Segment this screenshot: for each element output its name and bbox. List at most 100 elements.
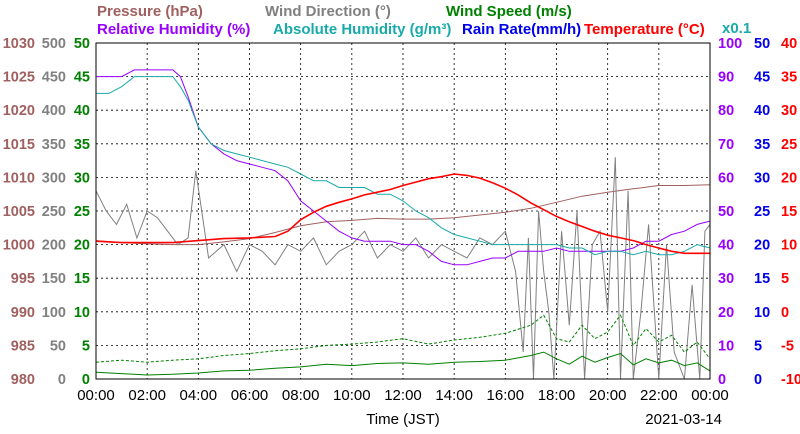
tick-wind_speed: 50 (74, 36, 90, 52)
tick-temperature: 15 (781, 204, 797, 220)
x-tick-label: 12:00 (384, 387, 422, 404)
tick-temperature: 0 (781, 305, 789, 321)
grid (96, 43, 710, 379)
series-line (96, 69, 711, 266)
x-tick-label: 10:00 (333, 387, 371, 404)
tick-humidity: 90 (718, 70, 734, 86)
tick-wind_dir: 500 (42, 36, 66, 52)
tick-temperature: -10 (781, 372, 800, 388)
tick-wind_speed: 20 (74, 238, 90, 254)
tick-rain: 15 (754, 271, 770, 287)
tick-rain: 25 (754, 204, 770, 220)
x-tick-label: 18:00 (538, 387, 576, 404)
tick-wind_dir: 0 (58, 372, 66, 388)
date-label: 2021-03-14 (645, 411, 722, 428)
tick-rain: 45 (754, 70, 770, 86)
tick-humidity: 30 (718, 271, 734, 287)
series-line (95, 351, 711, 376)
tick-wind_speed: 30 (74, 170, 90, 186)
legend-entry: Rain Rate(mm/h) (462, 21, 581, 38)
tick-humidity: 100 (718, 36, 742, 52)
tick-pressure: 985 (11, 338, 35, 354)
tick-pressure: 1000 (3, 238, 35, 254)
tick-rain: 0 (754, 372, 762, 388)
tick-humidity: 60 (718, 170, 734, 186)
legend-entry: Wind Speed (m/s) (446, 3, 572, 20)
tick-wind_dir: 50 (50, 338, 66, 354)
series-line (96, 76, 711, 256)
legend: Pressure (hPa) Wind Direction (°) Wind Spe… (97, 3, 751, 38)
x-tick-label: 08:00 (282, 387, 320, 404)
tick-temperature: 5 (781, 271, 789, 287)
tick-temperature: 30 (781, 103, 797, 119)
tick-humidity: 70 (718, 137, 734, 153)
x-tick-label: 00:00 (77, 387, 115, 404)
x-tick-label: 04:00 (180, 387, 218, 404)
tick-wind_speed: 5 (82, 338, 90, 354)
tick-wind_speed: 15 (74, 271, 90, 287)
legend-entry: Wind Direction (°) (265, 3, 391, 20)
tick-pressure: 1015 (3, 137, 35, 153)
tick-pressure: 990 (11, 305, 35, 321)
tick-temperature: -5 (781, 338, 794, 354)
tick-temperature: 40 (781, 36, 797, 52)
tick-pressure: 1020 (3, 103, 35, 119)
tick-pressure: 1030 (3, 36, 35, 52)
legend-entry: Absolute Humidity (g/m³) (273, 21, 451, 38)
tick-rain: 35 (754, 137, 770, 153)
tick-rain: 30 (754, 170, 770, 186)
tick-wind_speed: 10 (74, 305, 90, 321)
axis-labels: 1030102510201015101010051000995990985980… (3, 36, 800, 388)
tick-pressure: 995 (11, 271, 35, 287)
tick-rain: 50 (754, 36, 770, 52)
plot-frame (95, 42, 711, 380)
tick-pressure: 980 (11, 372, 35, 388)
tick-wind_dir: 100 (42, 305, 66, 321)
tick-wind_dir: 300 (42, 170, 66, 186)
tick-wind_dir: 400 (42, 103, 66, 119)
tick-wind_dir: 350 (42, 137, 66, 153)
tick-wind_dir: 450 (42, 70, 66, 86)
tick-temperature: 10 (781, 238, 797, 254)
tick-humidity: 40 (718, 238, 734, 254)
tick-wind_speed: 45 (74, 70, 90, 86)
rain-scale-note: x0.1 (722, 20, 751, 37)
tick-humidity: 20 (718, 305, 734, 321)
tick-humidity: 80 (718, 103, 734, 119)
legend-entry: Temperature (°C) (584, 21, 705, 38)
tick-humidity: 50 (718, 204, 734, 220)
series-line (95, 184, 711, 246)
tick-humidity: 0 (718, 372, 726, 388)
legend-entry: Pressure (hPa) (97, 3, 203, 20)
tick-wind_dir: 200 (42, 238, 66, 254)
x-tick-label: 20:00 (589, 387, 627, 404)
x-tick-label: 02:00 (128, 387, 166, 404)
tick-pressure: 1010 (3, 170, 35, 186)
legend-entry: Relative Humidity (%) (97, 21, 250, 38)
tick-wind_dir: 150 (42, 271, 66, 287)
tick-wind_speed: 35 (74, 137, 90, 153)
x-tick-label: 14:00 (435, 387, 473, 404)
series-line (95, 157, 711, 380)
tick-rain: 40 (754, 103, 770, 119)
tick-pressure: 1005 (3, 204, 35, 220)
tick-wind_speed: 40 (74, 103, 90, 119)
x-tick-label: 00:00 (691, 387, 729, 404)
tick-rain: 5 (754, 338, 762, 354)
tick-rain: 10 (754, 305, 770, 321)
x-tick-label: 06:00 (231, 387, 269, 404)
series-line (95, 173, 710, 255)
tick-wind_dir: 250 (42, 204, 66, 220)
x-axis-title: Time (JST) (366, 411, 440, 428)
tick-rain: 20 (754, 238, 770, 254)
tick-wind_speed: 0 (82, 372, 90, 388)
tick-temperature: 25 (781, 137, 797, 153)
tick-wind_speed: 25 (74, 204, 90, 220)
tick-pressure: 1025 (3, 70, 35, 86)
tick-humidity: 10 (718, 338, 734, 354)
x-axis: 00:00 02:00 04:00 06:00 08:00 10:00 12:00 14:00… (77, 387, 729, 428)
series-line (95, 314, 711, 363)
x-tick-label: 22:00 (640, 387, 678, 404)
x-tick-label: 16:00 (487, 387, 525, 404)
